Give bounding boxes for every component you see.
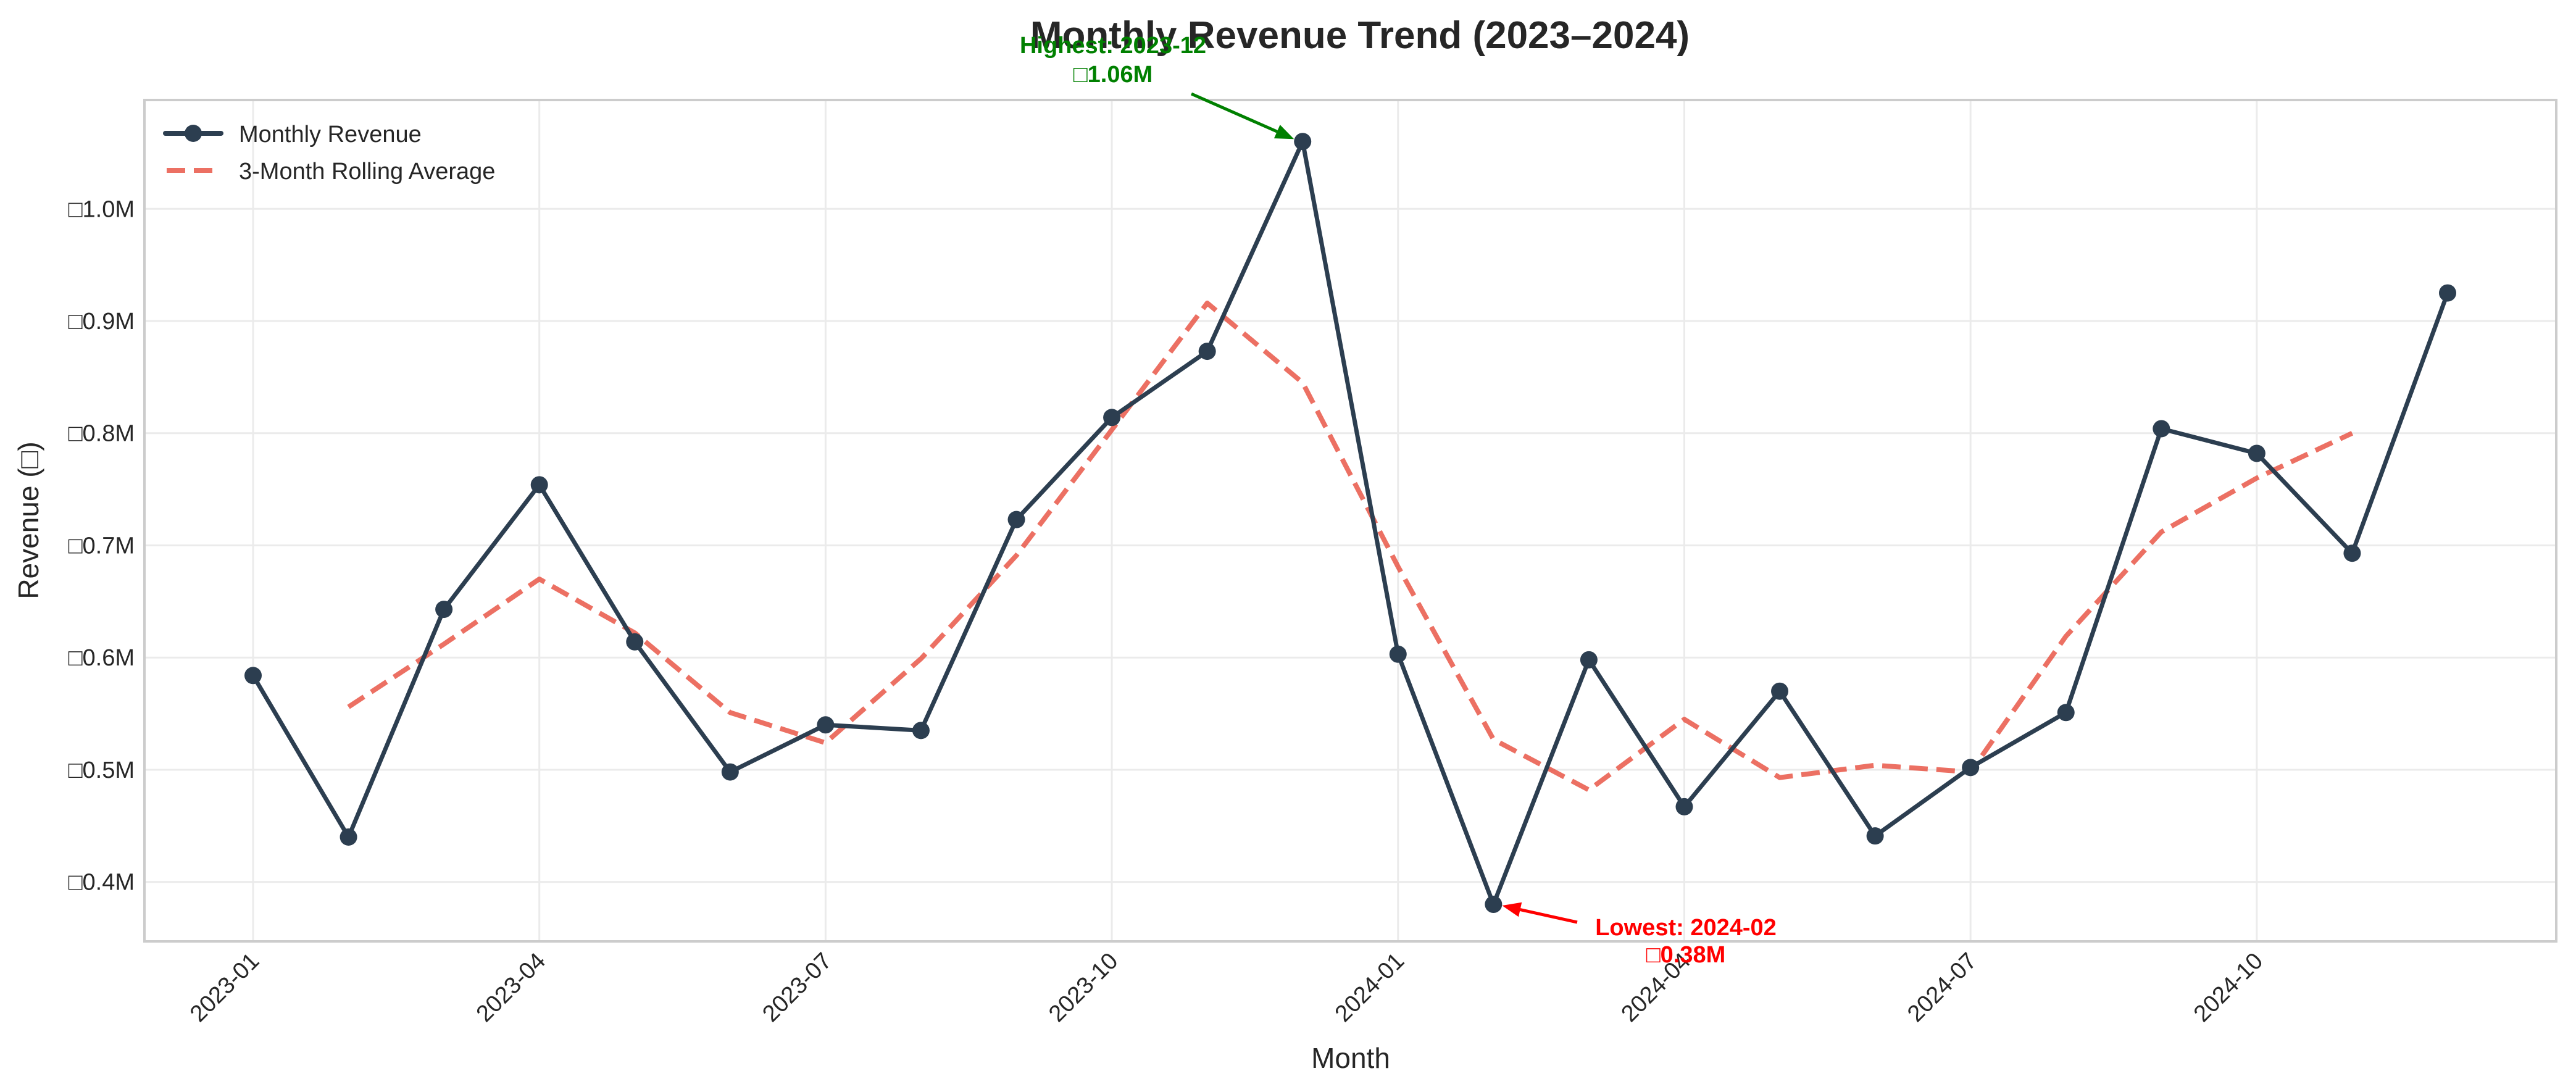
lowest-arrow-icon (1520, 908, 1578, 924)
monthly-revenue-point (1389, 645, 1407, 663)
series-layer (244, 133, 2456, 914)
grid (144, 100, 2556, 941)
monthly-revenue-point (1962, 759, 1980, 777)
monthly-revenue-point (2343, 544, 2361, 562)
monthly-revenue-point (1198, 343, 1216, 361)
monthly-revenue-line (251, 139, 2450, 907)
plot-frame (143, 99, 2557, 943)
y-tick-label: □0.4M (69, 870, 135, 896)
y-tick-label: □1.0M (69, 196, 135, 222)
legend-item-rolling-average: 3-Month Rolling Average (167, 159, 495, 185)
monthly-revenue-point (721, 763, 739, 781)
legend-label-monthly-revenue: Monthly Revenue (239, 122, 422, 148)
highest-arrow-icon (1190, 92, 1278, 133)
y-tick-label: □0.7M (69, 533, 135, 559)
monthly-revenue-point (1294, 133, 1312, 151)
y-tick-label: □0.9M (69, 309, 135, 335)
monthly-revenue-point (817, 716, 835, 734)
legend-marker-icon (185, 125, 202, 142)
monthly-revenue-point (626, 633, 644, 651)
monthly-revenue-point (340, 828, 357, 846)
monthly-revenue-point (1866, 827, 1884, 845)
monthly-revenue-point (435, 601, 453, 619)
highest-label: Highest: 2023-12 (1020, 33, 1206, 59)
lowest-arrowhead-icon (1502, 902, 1522, 917)
y-tick-label: □0.5M (69, 757, 135, 783)
monthly-revenue-point (2439, 284, 2456, 302)
monthly-revenue-point (1771, 682, 1789, 700)
monthly-revenue-point (912, 722, 930, 740)
y-tick-label: □0.6M (69, 645, 135, 671)
monthly-revenue-point (530, 476, 548, 494)
lowest-label: Lowest: 2024-02 (1595, 915, 1777, 941)
monthly-revenue-point (244, 667, 262, 685)
rolling-average-line (347, 300, 2354, 793)
y-axis-title: Revenue (□) (12, 441, 44, 599)
legend: Monthly Revenue 3-Month Rolling Average (163, 122, 495, 185)
monthly-revenue-point (1580, 651, 1598, 669)
highest-value: □1.06M (1073, 62, 1153, 88)
annotations: Highest: 2023-12 □1.06M Lowest: 2024-02 … (1020, 33, 1777, 968)
legend-item-monthly-revenue: Monthly Revenue (163, 122, 422, 148)
y-tick-labels: □0.4M □0.5M □0.6M □0.7M □0.8M □0.9M □1.0M (69, 196, 135, 895)
monthly-revenue-point (1007, 511, 1025, 528)
legend-label-rolling-average: 3-Month Rolling Average (239, 159, 495, 185)
monthly-revenue-point (2153, 420, 2170, 438)
monthly-revenue-point (2057, 704, 2075, 722)
x-axis-title: Month (1311, 1042, 1390, 1074)
monthly-revenue-point (1675, 798, 1693, 815)
highest-arrowhead-icon (1273, 125, 1294, 140)
annotation-lowest: Lowest: 2024-02 □0.38M (1502, 902, 1777, 968)
lowest-value: □0.38M (1646, 942, 1726, 968)
monthly-revenue-point (1485, 896, 1503, 914)
monthly-revenue-point (2248, 444, 2265, 462)
annotation-highest: Highest: 2023-12 □1.06M (1020, 33, 1294, 140)
monthly-revenue-point (1103, 409, 1121, 427)
chart-title: Monthly Revenue Trend (2023–2024) (1030, 14, 1690, 57)
y-tick-label: □0.8M (69, 421, 135, 447)
